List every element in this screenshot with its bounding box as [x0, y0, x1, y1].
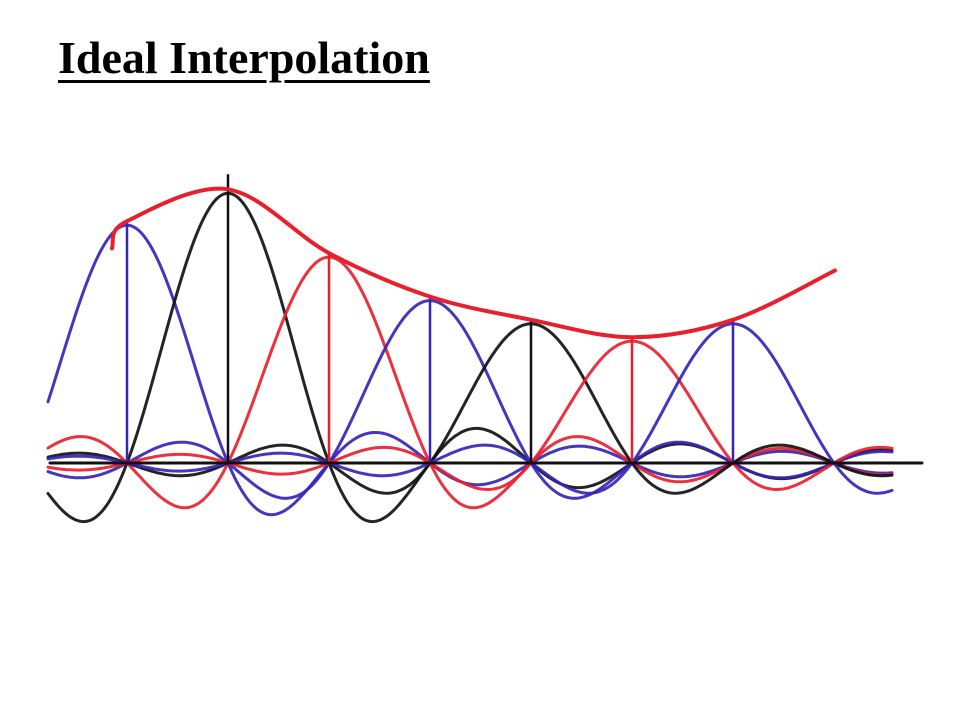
sinc-pulse-2: [46, 255, 894, 510]
sinc-pulse-3: [46, 299, 894, 500]
sinc-pulse-6: [46, 322, 894, 495]
sinc-pulse-4: [46, 322, 894, 495]
interpolated-envelope-curve: [110, 186, 837, 340]
slide-title: Ideal Interpolation: [58, 32, 430, 83]
sinc-curves-layer: [46, 191, 894, 524]
sinc-pulse-0: [46, 223, 894, 517]
sinc-pulse-5: [46, 339, 894, 491]
sample-stems-layer: [125, 174, 735, 465]
